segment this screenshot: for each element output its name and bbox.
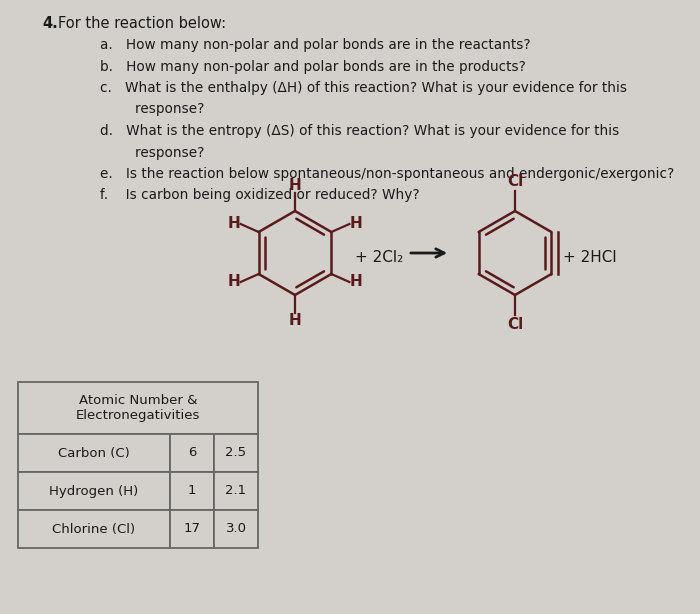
Text: Cl: Cl <box>507 317 523 332</box>
Text: 2.1: 2.1 <box>225 484 246 497</box>
Text: H: H <box>228 217 241 231</box>
Text: Carbon (C): Carbon (C) <box>58 446 130 459</box>
Bar <box>214 510 258 548</box>
Text: d.   What is the entropy (ΔS) of this reaction? What is your evidence for this: d. What is the entropy (ΔS) of this reac… <box>100 124 620 138</box>
Text: H: H <box>349 217 362 231</box>
Text: 3.0: 3.0 <box>225 523 246 535</box>
Text: response?: response? <box>100 146 204 160</box>
Text: H: H <box>228 274 241 289</box>
Text: + 2Cl₂: + 2Cl₂ <box>355 251 403 265</box>
Text: response?: response? <box>100 103 204 117</box>
Text: Chlorine (Cl): Chlorine (Cl) <box>52 523 136 535</box>
Text: c.   What is the enthalpy (ΔH) of this reaction? What is your evidence for this: c. What is the enthalpy (ΔH) of this rea… <box>100 81 627 95</box>
Bar <box>18 472 170 510</box>
Text: a.   How many non-polar and polar bonds are in the reactants?: a. How many non-polar and polar bonds ar… <box>100 38 531 52</box>
Text: 4.: 4. <box>42 16 57 31</box>
Text: Hydrogen (H): Hydrogen (H) <box>50 484 139 497</box>
Text: Atomic Number &
Electronegativities: Atomic Number & Electronegativities <box>76 394 200 422</box>
Bar <box>170 472 214 510</box>
Text: 17: 17 <box>183 523 200 535</box>
Text: H: H <box>288 178 302 193</box>
Text: H: H <box>349 274 362 289</box>
Bar <box>18 382 258 434</box>
Bar <box>18 510 170 548</box>
Text: + 2HCl: + 2HCl <box>563 251 617 265</box>
Text: Cl: Cl <box>507 174 523 189</box>
Text: For the reaction below:: For the reaction below: <box>58 16 226 31</box>
Text: 2.5: 2.5 <box>225 446 246 459</box>
Bar <box>170 434 214 472</box>
Text: 6: 6 <box>188 446 196 459</box>
Text: f.    Is carbon being oxidized or reduced? Why?: f. Is carbon being oxidized or reduced? … <box>100 188 419 203</box>
Text: H: H <box>288 313 302 328</box>
Bar <box>170 510 214 548</box>
Text: e.   Is the reaction below spontaneous/non-spontaneous and endergonic/exergonic?: e. Is the reaction below spontaneous/non… <box>100 167 674 181</box>
Bar <box>214 434 258 472</box>
Bar <box>18 434 170 472</box>
Bar <box>214 472 258 510</box>
Text: 1: 1 <box>188 484 196 497</box>
Text: b.   How many non-polar and polar bonds are in the products?: b. How many non-polar and polar bonds ar… <box>100 60 526 74</box>
